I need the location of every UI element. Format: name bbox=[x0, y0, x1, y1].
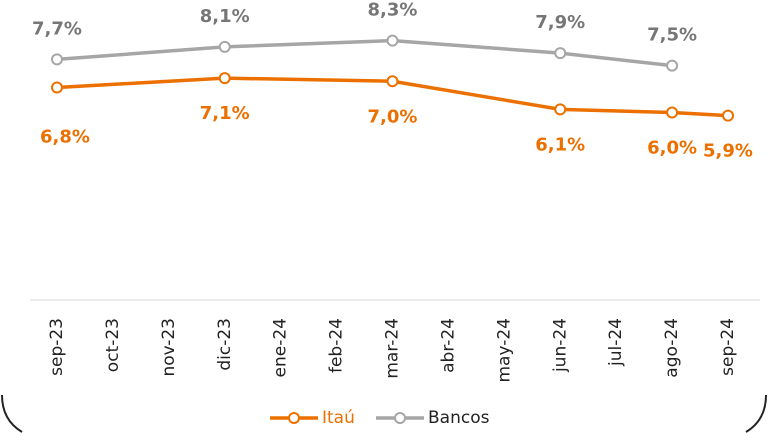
value-label: 7,1% bbox=[200, 103, 250, 124]
value-label: 7,7% bbox=[32, 18, 82, 39]
value-label: 6,1% bbox=[535, 134, 585, 155]
x-tick-label: jul-24 bbox=[606, 318, 626, 367]
value-label: 7,5% bbox=[647, 25, 697, 46]
line-segment bbox=[390, 79, 562, 112]
legend-label: Bancos bbox=[428, 408, 490, 428]
point bbox=[51, 53, 63, 66]
x-tick-label: mar-24 bbox=[383, 318, 403, 379]
legend-marker bbox=[288, 412, 300, 424]
value-label: 7,9% bbox=[535, 12, 585, 33]
point bbox=[386, 34, 399, 47]
line-segment bbox=[55, 45, 227, 62]
value-label: 6,0% bbox=[647, 138, 697, 159]
legend-label: Itaú bbox=[322, 408, 355, 428]
line-segment bbox=[558, 51, 674, 68]
value-label: 8,3% bbox=[368, 0, 418, 21]
point bbox=[218, 72, 231, 85]
line-segment bbox=[55, 76, 227, 90]
point bbox=[722, 109, 734, 122]
x-tick-label: dic-23 bbox=[215, 318, 235, 371]
x-tick-label: may-24 bbox=[494, 318, 514, 383]
point bbox=[386, 75, 399, 88]
legend-marker bbox=[394, 412, 406, 424]
x-tick-label: oct-23 bbox=[103, 318, 123, 372]
x-tick-label: sep-23 bbox=[47, 318, 67, 376]
line-segment bbox=[223, 38, 395, 49]
point bbox=[554, 47, 567, 60]
point bbox=[218, 40, 231, 53]
value-label: 6,8% bbox=[40, 127, 90, 148]
line-segment bbox=[223, 76, 395, 83]
frame bbox=[1, 394, 767, 433]
x-tick-label: jun-24 bbox=[550, 318, 570, 373]
line-segment bbox=[670, 110, 730, 118]
x-tick-label: nov-23 bbox=[159, 318, 179, 377]
x-tick-label: ene-24 bbox=[271, 318, 291, 377]
x-tick-label: feb-24 bbox=[327, 318, 347, 373]
value-label: 5,9% bbox=[703, 141, 753, 162]
x-tick-label: abr-24 bbox=[438, 318, 458, 373]
point bbox=[554, 103, 567, 116]
point bbox=[51, 81, 63, 94]
x-tick-label: sep-24 bbox=[718, 318, 738, 376]
line-segment bbox=[390, 38, 562, 55]
x-tick-label: ago-24 bbox=[662, 318, 682, 378]
point bbox=[666, 59, 679, 72]
line-segment bbox=[558, 107, 674, 115]
point bbox=[666, 106, 679, 119]
value-label: 8,1% bbox=[200, 6, 250, 27]
value-label: 7,0% bbox=[368, 106, 418, 127]
